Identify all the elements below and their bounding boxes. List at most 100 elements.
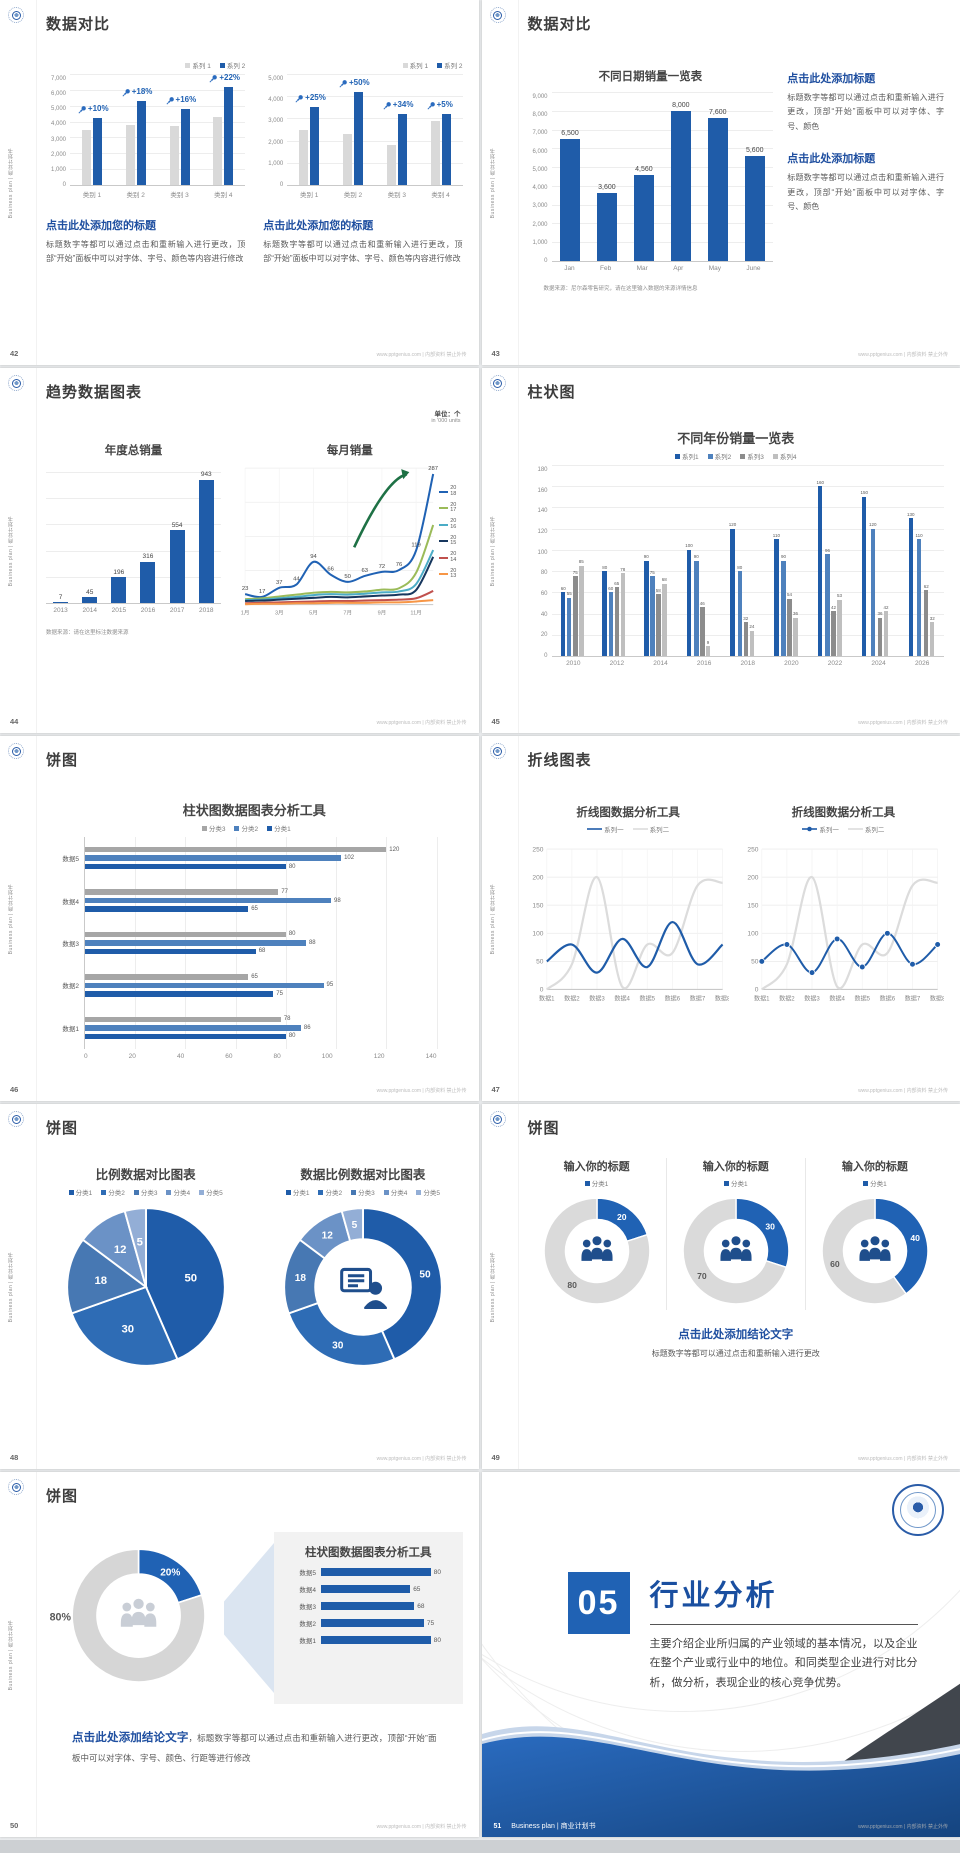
data-source-caption: 数据来源：尼尔森零售研究，请在这里输入数据的来源详情信息 — [528, 284, 774, 292]
slide-44[interactable]: Business plan | 商业计划书 单位：个 in '000 units… — [0, 368, 479, 733]
pin-icon — [427, 101, 436, 110]
bar — [354, 92, 363, 185]
bar — [85, 864, 286, 870]
data-label: 119 — [411, 542, 420, 548]
bar-group: 45 — [82, 472, 97, 603]
legend-swatch — [587, 826, 602, 832]
data-label: 76 — [396, 562, 403, 568]
page-bottom-strip — [0, 1840, 960, 1853]
bar — [884, 611, 889, 656]
slide-51-section-divider[interactable]: 05 行业分析 主要介绍企业所归属的产业领域的基本情况，以及企业在整个产业或行业… — [482, 1472, 960, 1837]
bar-group: 8,000 — [671, 92, 691, 261]
legend-item: 分类4 — [166, 1187, 190, 1197]
bar-value-label: 130 — [907, 513, 915, 518]
gauge-value-label: 20% — [160, 1567, 180, 1578]
data-point — [809, 970, 815, 976]
bar — [831, 611, 836, 656]
tick-label: 40 — [177, 1053, 184, 1060]
category-label: 类别 3 — [170, 189, 188, 199]
legend-item: 系列 2 — [220, 60, 245, 70]
tick-label: 50 — [751, 959, 759, 966]
bar — [181, 109, 190, 185]
bar — [597, 193, 617, 261]
section-number: 05 — [568, 1572, 630, 1634]
slide-50[interactable]: Business plan | 商业计划书 饼图 20%80% 柱状图数据图表分… — [0, 1472, 479, 1837]
slice-label: 5 — [351, 1220, 357, 1231]
slice-label: 5 — [136, 1236, 142, 1248]
legend-item: 系列4 — [773, 451, 797, 461]
data-label: 63 — [361, 568, 368, 574]
bar-value-label: 45 — [86, 590, 93, 597]
slide-43[interactable]: Business plan | 商业计划书 数据对比 不同日期销量一览表 9,0… — [482, 0, 960, 365]
bar-value-label: 86 — [304, 1025, 311, 1031]
legend-item: 20 16 — [439, 519, 462, 531]
bar-value-label: 95 — [327, 982, 334, 988]
footer-label: Business plan | 商业计划书 — [511, 1821, 595, 1831]
bar-value-label: 8,000 — [672, 102, 690, 109]
tick-label: 3,000 — [263, 118, 283, 124]
tick-label: 4,000 — [263, 97, 283, 103]
category-label: Mar — [637, 265, 648, 272]
bar — [85, 847, 386, 853]
slide-47[interactable]: Business plan | 商业计划书 折线图表 折线图数据分析工具 系列一… — [482, 736, 960, 1101]
chart-title: 柱状图数据图表分析工具 — [46, 800, 463, 819]
slide-footer: www.pptgenius.com | 内部资料 禁止外传 — [377, 351, 467, 358]
bar — [85, 991, 273, 997]
bar — [93, 118, 102, 185]
tick-label: 5,000 — [46, 106, 66, 112]
bar-value-label: 32 — [930, 617, 935, 622]
tick-label: 140 — [426, 1053, 437, 1060]
pie-slice — [289, 1303, 395, 1366]
people-icon — [121, 1599, 156, 1627]
bar-value-label: 78 — [620, 568, 625, 573]
bar — [694, 561, 699, 657]
university-logo — [892, 1484, 944, 1536]
people-icon — [720, 1236, 751, 1261]
bar — [431, 121, 440, 185]
bar — [85, 906, 248, 912]
category-label: 类别 1 — [83, 189, 101, 199]
bar-value-label: 100 — [685, 544, 693, 549]
bar-value-label: 46 — [700, 602, 705, 607]
tick-label: 80 — [274, 1053, 281, 1060]
bar-value-label: 120 — [729, 523, 737, 528]
slide-title: 饼图 — [46, 1117, 463, 1138]
bar-group: +18% — [126, 74, 146, 185]
category-label: 9月 — [377, 610, 386, 617]
bar-value-label: 7 — [59, 595, 63, 602]
category-label: 2014 — [653, 660, 667, 667]
tick-label: 100 — [528, 550, 548, 556]
page-number: 46 — [10, 1085, 18, 1094]
bar-value-label: 110 — [773, 534, 780, 539]
chart-legend: 分类1 — [806, 1178, 944, 1188]
presenter-icon — [342, 1269, 387, 1309]
slide-title: 饼图 — [528, 1117, 945, 1138]
slide-46[interactable]: Business plan | 商业计划书 饼图 柱状图数据图表分析工具 分类3… — [0, 736, 479, 1101]
bar — [85, 1025, 301, 1031]
bar-value-label: 42 — [884, 606, 889, 611]
tick-label: 5,000 — [263, 76, 283, 82]
bar-value-label: 6,500 — [561, 130, 579, 137]
bar — [573, 576, 578, 656]
bar-value-label: 9 — [707, 641, 710, 646]
